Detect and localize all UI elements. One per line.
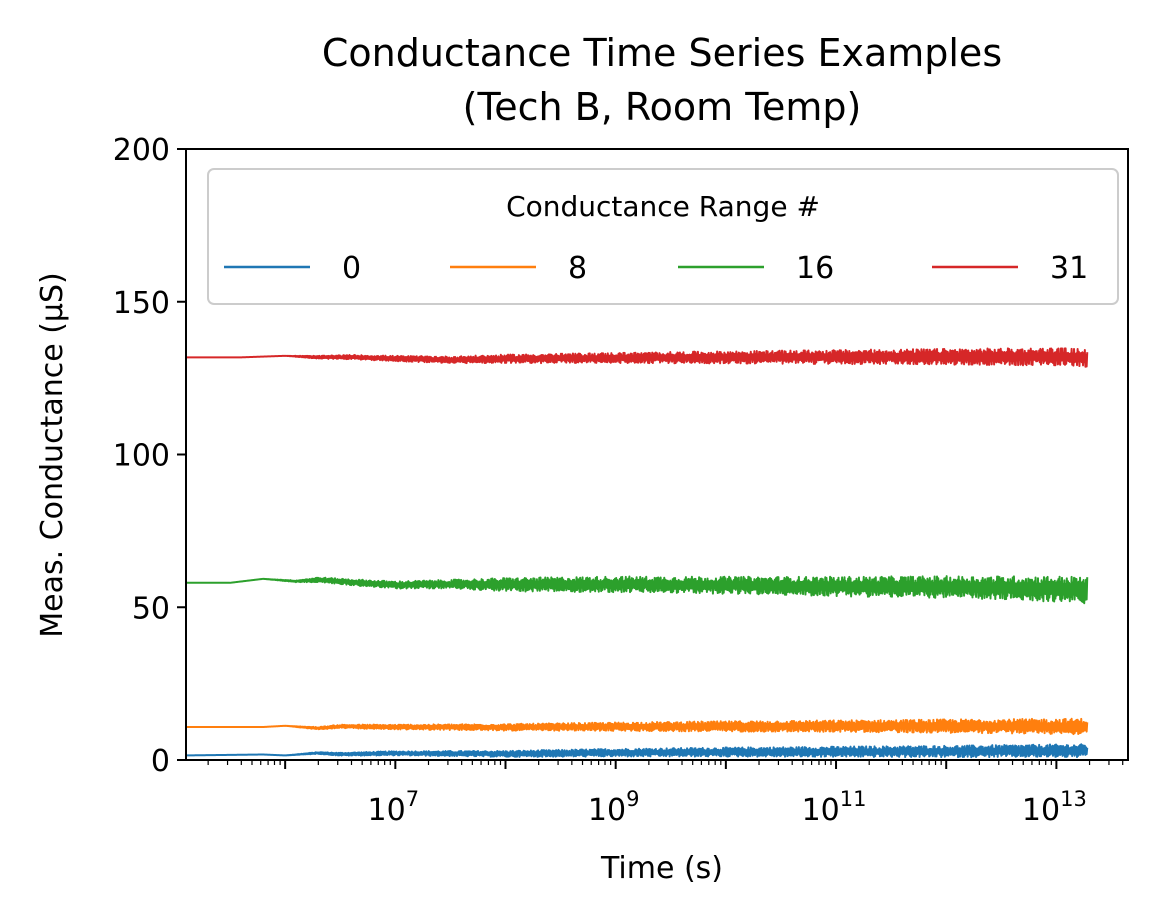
y-tick-label: 50: [132, 591, 170, 626]
x-tick-label: 1013: [1022, 787, 1087, 828]
y-tick-label: 0: [151, 744, 170, 779]
legend-label-8: 8: [568, 251, 587, 286]
series-line-0: [185, 743, 1089, 759]
series-line-8: [185, 717, 1089, 736]
legend-box: [207, 168, 1119, 305]
legend-label-31: 31: [1050, 251, 1088, 286]
chart-title-line-1: Conductance Time Series Examples: [322, 31, 1002, 75]
series-line-16: [185, 575, 1089, 605]
y-tick-label: 200: [113, 133, 170, 168]
x-tick-label: 109: [588, 787, 640, 828]
x-tick-label: 1011: [802, 787, 867, 828]
legend-label-16: 16: [796, 251, 834, 286]
legend-title: Conductance Range #: [506, 190, 820, 223]
y-tick-label: 100: [113, 439, 170, 474]
x-tick-label: 107: [368, 787, 420, 828]
axes-layer: 0 50 100 150 200 107 109 1011 1013: [113, 133, 1129, 828]
legend: Conductance Range # 0 8 16 31: [207, 168, 1119, 305]
series-line-31: [185, 347, 1089, 368]
series-layer: [185, 347, 1089, 759]
x-axis-label: Time (s): [600, 851, 723, 886]
y-tick-label: 150: [113, 286, 170, 321]
chart-title-line-2: (Tech B, Room Temp): [463, 85, 862, 129]
y-axis-label: Meas. Conductance (µS): [35, 272, 70, 637]
legend-label-0: 0: [342, 251, 361, 286]
